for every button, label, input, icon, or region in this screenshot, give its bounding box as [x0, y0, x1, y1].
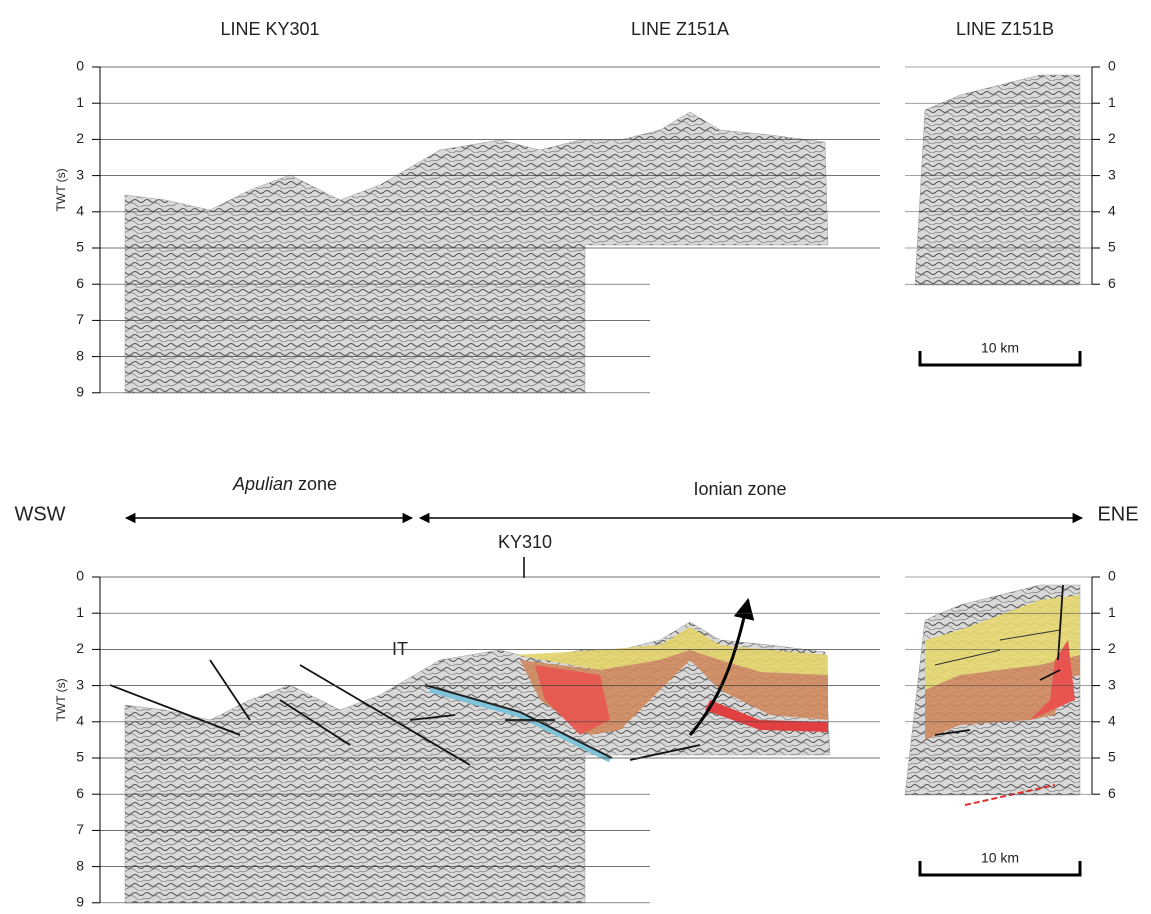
y-tick-label: 6	[1108, 275, 1116, 291]
zone-label: Apulian zone	[232, 474, 337, 494]
y-tick-label: 0	[76, 568, 84, 584]
y-tick-label: 8	[76, 347, 84, 363]
axis-label: TWT (s)	[54, 168, 68, 211]
y-tick-label: 2	[1108, 640, 1116, 656]
section-title: LINE Z151B	[956, 19, 1054, 39]
y-tick-label: 7	[76, 311, 84, 327]
section-title: LINE KY301	[220, 19, 319, 39]
y-tick-label: 3	[76, 166, 84, 182]
y-tick-label: 4	[76, 203, 84, 219]
y-tick-label: 2	[1108, 130, 1116, 146]
y-tick-label: 1	[1108, 94, 1116, 110]
y-tick-label: 2	[76, 640, 84, 656]
y-tick-label: 4	[1108, 713, 1116, 729]
y-tick-label: 6	[76, 275, 84, 291]
y-tick-label: 0	[76, 58, 84, 74]
y-tick-label: 3	[1108, 166, 1116, 182]
y-tick-label: 6	[1108, 785, 1116, 801]
y-tick-label: 4	[76, 713, 84, 729]
zone-suffix: zone	[298, 474, 337, 494]
y-tick-label: 1	[76, 604, 84, 620]
y-tick-label: 2	[76, 130, 84, 146]
y-tick-label: 3	[1108, 676, 1116, 692]
y-tick-label: 5	[1108, 749, 1116, 765]
y-tick-label: 8	[76, 857, 84, 873]
direction-label: ENE	[1097, 503, 1138, 525]
y-tick-label: 1	[76, 94, 84, 110]
y-tick-label: 7	[76, 821, 84, 837]
well-label: KY310	[498, 532, 552, 552]
zone-label: Ionian zone	[693, 479, 786, 499]
direction-label: WSW	[14, 503, 65, 525]
y-tick-label: 9	[76, 894, 84, 909]
y-tick-label: 1	[1108, 604, 1116, 620]
zone-name: Apulian	[232, 474, 293, 494]
section-title: LINE Z151A	[631, 19, 729, 39]
y-tick-label: 9	[76, 384, 84, 400]
y-tick-label: 5	[76, 239, 84, 255]
y-tick-label: 5	[1108, 239, 1116, 255]
y-tick-label: 0	[1108, 568, 1116, 584]
y-tick-label: 4	[1108, 203, 1116, 219]
y-tick-label: 3	[76, 676, 84, 692]
scale-bar-label: 10 km	[981, 340, 1019, 356]
seismic-bottom	[110, 585, 1080, 903]
y-tick-label: 0	[1108, 58, 1116, 74]
thrust-label: IT	[392, 639, 408, 659]
axis-label: TWT (s)	[54, 678, 68, 721]
figure: LINE KY301 LINE Z151A LINE Z151B Apulian…	[0, 0, 1151, 909]
y-tick-label: 5	[76, 749, 84, 765]
seismic-top	[125, 75, 1080, 393]
scale-bar-label: 10 km	[981, 850, 1019, 866]
panel-titles: LINE KY301 LINE Z151A LINE Z151B	[220, 19, 1054, 39]
y-tick-label: 6	[76, 785, 84, 801]
